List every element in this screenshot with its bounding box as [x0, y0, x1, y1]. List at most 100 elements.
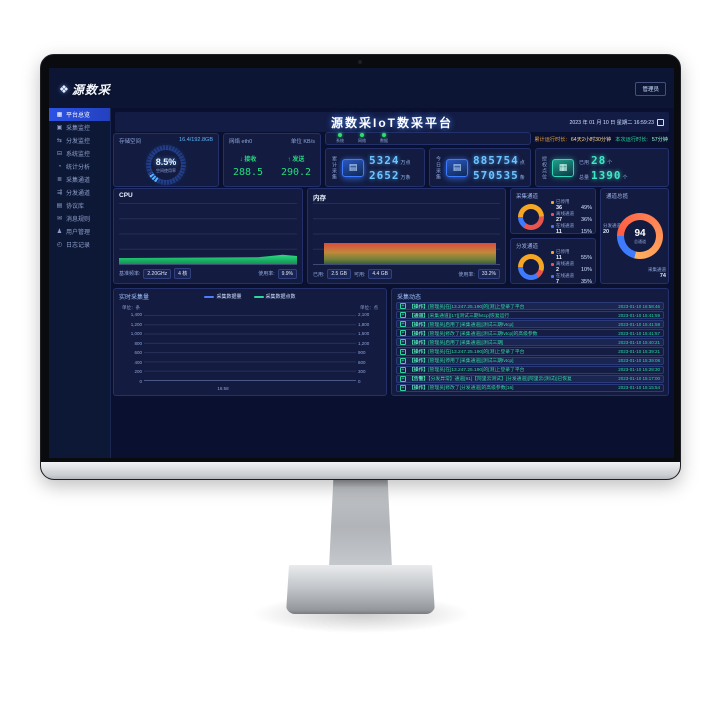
legend-dot-icon [551, 200, 554, 204]
sidebar-item-message-rules[interactable]: ✉ 消息规则 [49, 212, 110, 225]
status-label: 数据 [380, 138, 388, 143]
expand-plus-icon[interactable]: + [400, 339, 406, 346]
admin-button[interactable]: 管理员 [635, 82, 666, 96]
activity-log-row[interactable]: + 【操作】[管理员]在[13.247.25.190]的[测]上登录了平台 20… [396, 347, 664, 356]
total-collect-values: 5324 万点 2652 万条 [369, 154, 411, 182]
sidebar-item-label: 协议库 [66, 204, 85, 210]
activity-panel: 采集动态 + 【操作】[管理员]在[13.247.25.190]的[测]上登录了… [391, 288, 669, 396]
expand-plus-icon[interactable]: + [400, 348, 406, 355]
uptime-total-label: 累计运行时长: [534, 137, 567, 143]
expand-plus-icon[interactable]: + [400, 321, 406, 328]
status-label: 系统 [336, 138, 344, 143]
axis-tick: 900 [358, 350, 366, 356]
activity-log-row[interactable]: + 【操作】[管理员]在[13.247.25.190]的[测]上登录了平台 20… [396, 365, 664, 374]
sidebar-item-dispatch-channel[interactable]: ⇶ 分发通道 [49, 186, 110, 199]
donut-hole [523, 259, 539, 275]
collect-channel-callout: 采集通道 74 [648, 267, 666, 279]
legend-item[interactable]: 采集数据点数 [253, 293, 296, 300]
license-points-label: 授权点位 [541, 155, 547, 180]
activity-log-row[interactable]: + 【操作】[管理员]启用了[采集通道][测试三期] 2023-01-10 15… [396, 338, 664, 347]
axis-tick: 1,000 [130, 331, 142, 337]
legend-dot-icon [551, 224, 554, 228]
sidebar-item-label: 系统监控 [66, 152, 91, 158]
log-timestamp: 2023-01-10 15:41:58 [618, 321, 660, 327]
storage-percent: 8.5% [155, 156, 177, 167]
sidebar-item-collect-channel[interactable]: ≣ 采集通道 [49, 173, 110, 186]
license-icon: ▦ [552, 158, 574, 177]
sidebar-item-log-records[interactable]: ◴ 日志记录 [49, 238, 110, 251]
activity-log-row[interactable]: + 【操作】[管理员]启用了[采集通道][测试三期fvtcp] 2023-01-… [396, 320, 664, 329]
legend-dot-icon [551, 212, 554, 216]
expand-plus-icon[interactable]: + [400, 384, 406, 391]
storage-caption: 空间使用率 [156, 167, 176, 173]
left-axis-label: 单位：条 [122, 305, 140, 310]
dispatch-channel-donut [518, 254, 544, 280]
expand-plus-icon[interactable]: + [400, 357, 406, 364]
network-body: ↓ 接收 288.5 ↑ 发送 290.2 [224, 154, 320, 178]
monitor-stand-neck [329, 478, 392, 568]
sidebar-item-system-monitor[interactable]: ⊟ 系统监控 [49, 147, 110, 160]
expand-plus-icon[interactable]: + [400, 303, 406, 310]
status-indicator: 网络 [358, 133, 366, 144]
send-label: ↑ 发送 [287, 157, 305, 163]
status-dot-icon [338, 133, 342, 137]
menu-icon: ✉ [56, 216, 63, 222]
memory-title: 内存 [313, 195, 326, 202]
collect-channel-donut [518, 204, 544, 230]
axis-tick: 600 [134, 350, 142, 356]
activity-log-row[interactable]: + 【告警】【分发异常】通道[91]【阿里云测试】[分发通道][阿里云(测试)]… [396, 374, 664, 383]
fullscreen-icon[interactable] [657, 118, 664, 126]
activity-log-row[interactable]: + 【操作】[管理员]停用了[采集通道][测试三期fvtcp] 2023-01-… [396, 356, 664, 365]
channel-stat: 在线通道 11 15% [551, 223, 592, 235]
mem-avail-label: 可用: [353, 271, 366, 278]
sidebar-item-collect-monitor[interactable]: ▣ 采集监控 [49, 121, 110, 134]
activity-log-row[interactable]: + 【操作】[管理员]修改了[采集通道][测试三期fvtcp]的高级参数 202… [396, 329, 664, 338]
activity-log-row[interactable]: + 【操作】[管理员]修改了[分发通道]的高级参数[16] 2023-01-10… [396, 383, 664, 392]
cpu-usage-area [119, 254, 297, 264]
realtime-chart-title: 实时采集量 [119, 295, 150, 301]
expand-plus-icon[interactable]: + [400, 312, 406, 319]
sidebar-item-user-management[interactable]: ♟ 用户管理 [49, 225, 110, 238]
channel-stat: 离线通道 27 36% [551, 211, 592, 223]
sidebar-item-protocol-library[interactable]: ▤ 协议库 [49, 199, 110, 212]
network-title: 网络 eth0 [229, 139, 253, 145]
storage-title: 存储空间 [119, 139, 142, 145]
cpu-chart [119, 203, 297, 265]
uptime-info: 累计运行时长: 64天2小时30分钟 本次运行时长: 57分钟 [534, 136, 668, 143]
status-dot-icon [382, 133, 386, 137]
legend-line-icon [204, 295, 215, 298]
license-values: 已用 28 个 总量 1390 个 [579, 154, 628, 182]
send-value: 290.2 [280, 167, 312, 178]
dispatch-channel-card: 分发通道 已停用 11 55% [510, 238, 596, 285]
cpu-panel: CPU 基准频率: 2.20GHz 4 核 使用率: 9.9% [113, 188, 303, 284]
network-unit: 单位 KB/s [290, 139, 315, 145]
expand-plus-icon[interactable]: + [400, 330, 406, 337]
axis-tick: 1,200 [358, 340, 370, 346]
menu-icon: ▦ [56, 112, 63, 118]
memory-footer: 已用: 2.5 GB 可用: 4.4 GB 使用率: 33.2% [313, 269, 500, 279]
sidebar-item-overview[interactable]: ▦ 平台总览 [49, 108, 110, 121]
sidebar-item-label: 分发通道 [66, 191, 91, 197]
log-timestamp: 2023-01-10 15:40:21 [618, 339, 660, 345]
stat-row: 已用 28 个 [579, 153, 613, 167]
mem-used-value: 2.5 GB [327, 269, 351, 279]
monitor-chin [41, 462, 680, 479]
expand-plus-icon[interactable]: + [400, 366, 406, 373]
storage-capacity: 16.4/192.8GB [179, 137, 213, 143]
axis-tick: 1,500 [358, 331, 370, 337]
activity-log-row[interactable]: + 【通道】[采集通道][17][测试三期fvtcp]恢复运行 2023-01-… [396, 311, 664, 320]
log-timestamp: 2023-01-10 15:15:54 [618, 385, 660, 391]
sidebar-item-stats-analysis[interactable]: ◔ 统计分析 [49, 160, 110, 173]
right-axis-ticks: 2,100 1,800 1,500 1,200 900 600 300 0 [358, 312, 382, 384]
status-strip: 系统 网络 数据 [325, 132, 531, 145]
sidebar-item-dispatch-monitor[interactable]: ⇆ 分发监控 [49, 134, 110, 147]
webcam-icon [358, 60, 362, 64]
gauge-center: 8.5% 空间使用率 [146, 145, 186, 185]
axis-tick: 0 [139, 378, 142, 384]
cpu-cores-value: 4 核 [174, 268, 192, 279]
axis-tick: 400 [134, 359, 142, 365]
legend-item[interactable]: 采集数据量 [204, 293, 242, 300]
activity-log-row[interactable]: + 【操作】[管理员]在[13.247.25.190]的[测]上登录了平台 20… [396, 302, 664, 311]
activity-list: + 【操作】[管理员]在[13.247.25.190]的[测]上登录了平台 20… [396, 302, 664, 392]
expand-plus-icon[interactable]: + [400, 375, 406, 382]
